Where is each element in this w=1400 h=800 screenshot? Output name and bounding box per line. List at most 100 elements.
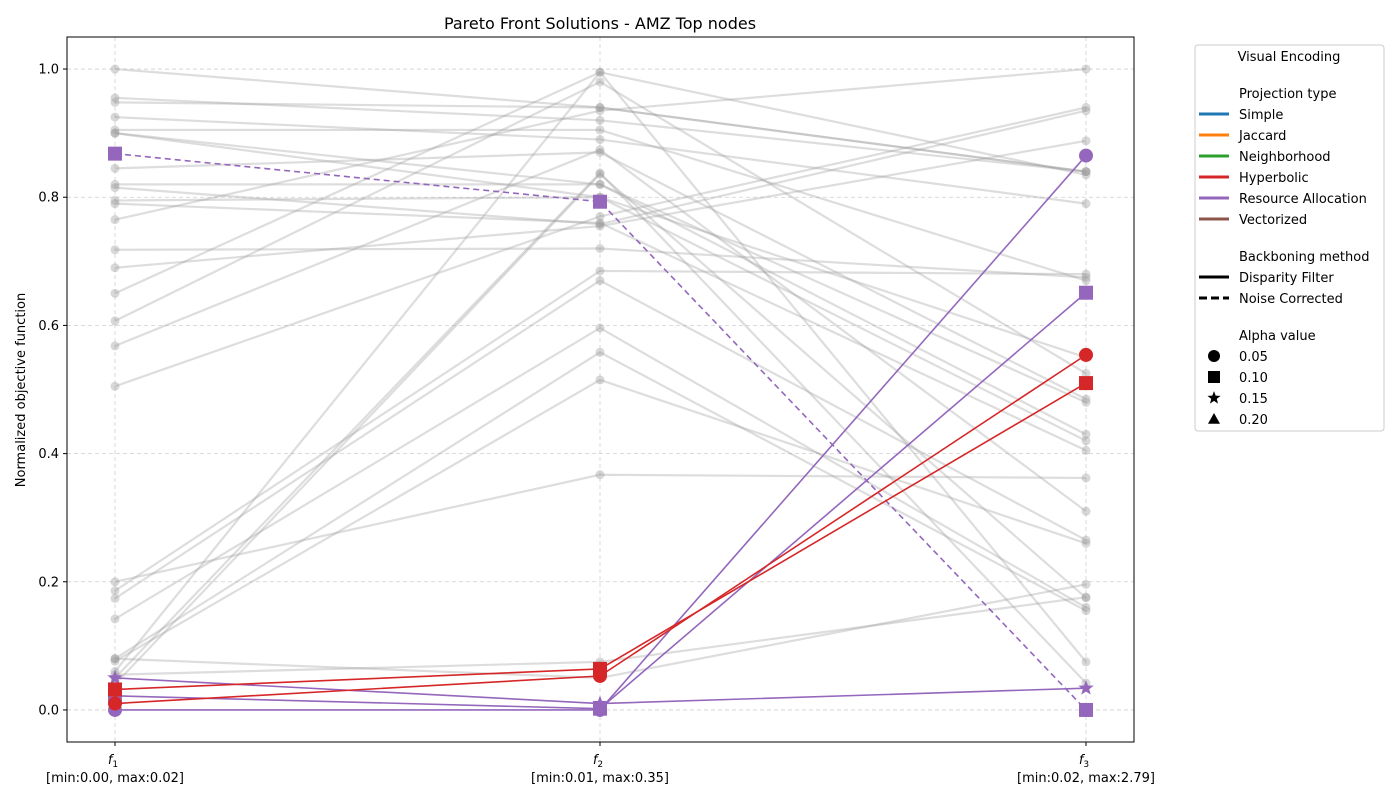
legend-item-projection: Vectorized <box>1239 213 1307 228</box>
dominated-point <box>110 381 120 391</box>
dominated-point <box>1081 170 1091 180</box>
legend-alpha-header: Alpha value <box>1239 329 1316 344</box>
x-axis-label-f3: f3 <box>1079 753 1089 770</box>
dominated-point <box>595 168 605 178</box>
dominated-line <box>115 128 1087 282</box>
dominated-point <box>595 67 605 77</box>
pareto-point <box>1079 702 1093 717</box>
x-axis-label-f2: f2 <box>593 753 603 770</box>
pareto-point <box>108 696 122 711</box>
dominated-point <box>595 211 605 221</box>
pareto-point <box>1079 285 1093 300</box>
dominated-line <box>114 71 1087 295</box>
y-tick-label: 0.8 <box>38 191 59 206</box>
dominated-line <box>114 101 1087 173</box>
dominated-point <box>595 323 605 333</box>
dominated-point <box>595 179 605 189</box>
dominated-point <box>595 125 605 135</box>
legend-item-projection: Hyperbolic <box>1239 171 1309 186</box>
legend-item-projection: Simple <box>1239 108 1283 123</box>
pareto-point <box>593 194 607 209</box>
dominated-point <box>1081 272 1091 282</box>
dominated-point <box>110 656 120 666</box>
dominated-point <box>1081 579 1091 589</box>
dominated-point <box>110 586 120 596</box>
dominated-point <box>595 147 605 157</box>
legend-item-projection: Resource Allocation <box>1239 192 1367 207</box>
dominated-point <box>110 128 120 138</box>
dominated-line <box>114 596 1087 676</box>
pareto-point <box>1079 376 1093 391</box>
dominated-line <box>114 247 1087 279</box>
legend-swatch-alpha <box>1208 371 1220 383</box>
dominated-point <box>595 470 605 480</box>
y-tick-label: 0.0 <box>38 703 59 718</box>
x-axis-range-f3: [min:0.02, max:2.79] <box>1017 771 1155 786</box>
legend-swatch-alpha <box>1208 350 1220 362</box>
dominated-line <box>114 106 1087 388</box>
dominated-point <box>595 115 605 125</box>
x-axis: f1[min:0.00, max:0.02] f2[min:0.01, max:0… <box>46 742 1155 786</box>
dominated-line <box>114 378 1087 663</box>
axis-symbol: f <box>108 753 115 768</box>
dominated-line <box>114 109 1087 226</box>
dominated-point <box>110 183 120 193</box>
pareto-point <box>1078 680 1094 695</box>
dominated-solutions <box>110 64 1091 689</box>
legend-swatch-alpha <box>1208 413 1220 424</box>
x-axis-label-f1: f1 <box>108 753 118 770</box>
dominated-line <box>114 151 1087 401</box>
legend-item-projection: Neighborhood <box>1239 150 1331 165</box>
dominated-line <box>114 67 1087 173</box>
dominated-point <box>110 288 120 298</box>
dominated-point <box>595 221 605 231</box>
dominated-point <box>110 179 120 189</box>
dominated-point <box>110 163 120 173</box>
dominated-line <box>114 279 1087 600</box>
x-axis-range-f1: [min:0.00, max:0.02] <box>46 771 184 786</box>
dominated-point <box>595 375 605 385</box>
dominated-point <box>110 97 120 107</box>
dominated-point <box>1081 106 1091 116</box>
dominated-point <box>110 215 120 225</box>
dominated-point <box>595 347 605 357</box>
legend-item-backbone: Disparity Filter <box>1239 271 1334 286</box>
dominated-point <box>1081 64 1091 74</box>
dominated-line <box>114 351 1087 660</box>
dominated-point <box>595 266 605 276</box>
legend-item-alpha: 0.20 <box>1239 413 1268 428</box>
legend-item-alpha: 0.05 <box>1239 350 1268 365</box>
dominated-line <box>115 183 1087 436</box>
dominated-point <box>595 106 605 116</box>
dominated-point <box>110 577 120 587</box>
dominated-point <box>595 276 605 286</box>
dominated-point <box>110 245 120 255</box>
dominated-point <box>1081 506 1091 516</box>
legend-item-alpha: 0.10 <box>1239 371 1268 386</box>
dominated-point <box>110 125 120 135</box>
dominated-point <box>595 219 605 229</box>
axis-subscript: 1 <box>112 760 118 770</box>
y-tick-label: 0.4 <box>38 447 59 462</box>
y-axis-label: Normalized objective function <box>14 293 29 487</box>
dominated-point <box>1081 535 1091 545</box>
dominated-point <box>1081 167 1091 177</box>
pareto-point <box>108 682 122 697</box>
y-tick-label: 0.2 <box>38 575 59 590</box>
legend-swatch-alpha <box>1207 391 1221 404</box>
y-axis: 0.0 0.2 0.4 0.6 0.8 1.0 <box>38 63 67 718</box>
pareto-point <box>592 695 608 711</box>
x-axis-range-f2: [min:0.01, max:0.35] <box>531 771 669 786</box>
dominated-point <box>110 654 120 664</box>
legend: Visual Encoding Projection type Simple Jacc… <box>1194 44 1385 432</box>
dominated-point <box>110 199 120 209</box>
dominated-line <box>114 80 1087 375</box>
dominated-point <box>110 263 120 273</box>
pareto-line <box>114 152 1087 711</box>
legend-projection-header: Projection type <box>1239 87 1336 102</box>
pareto-point <box>593 701 607 716</box>
dominated-point <box>1081 276 1091 286</box>
dominated-point <box>595 169 605 179</box>
dominated-line <box>114 139 1087 269</box>
